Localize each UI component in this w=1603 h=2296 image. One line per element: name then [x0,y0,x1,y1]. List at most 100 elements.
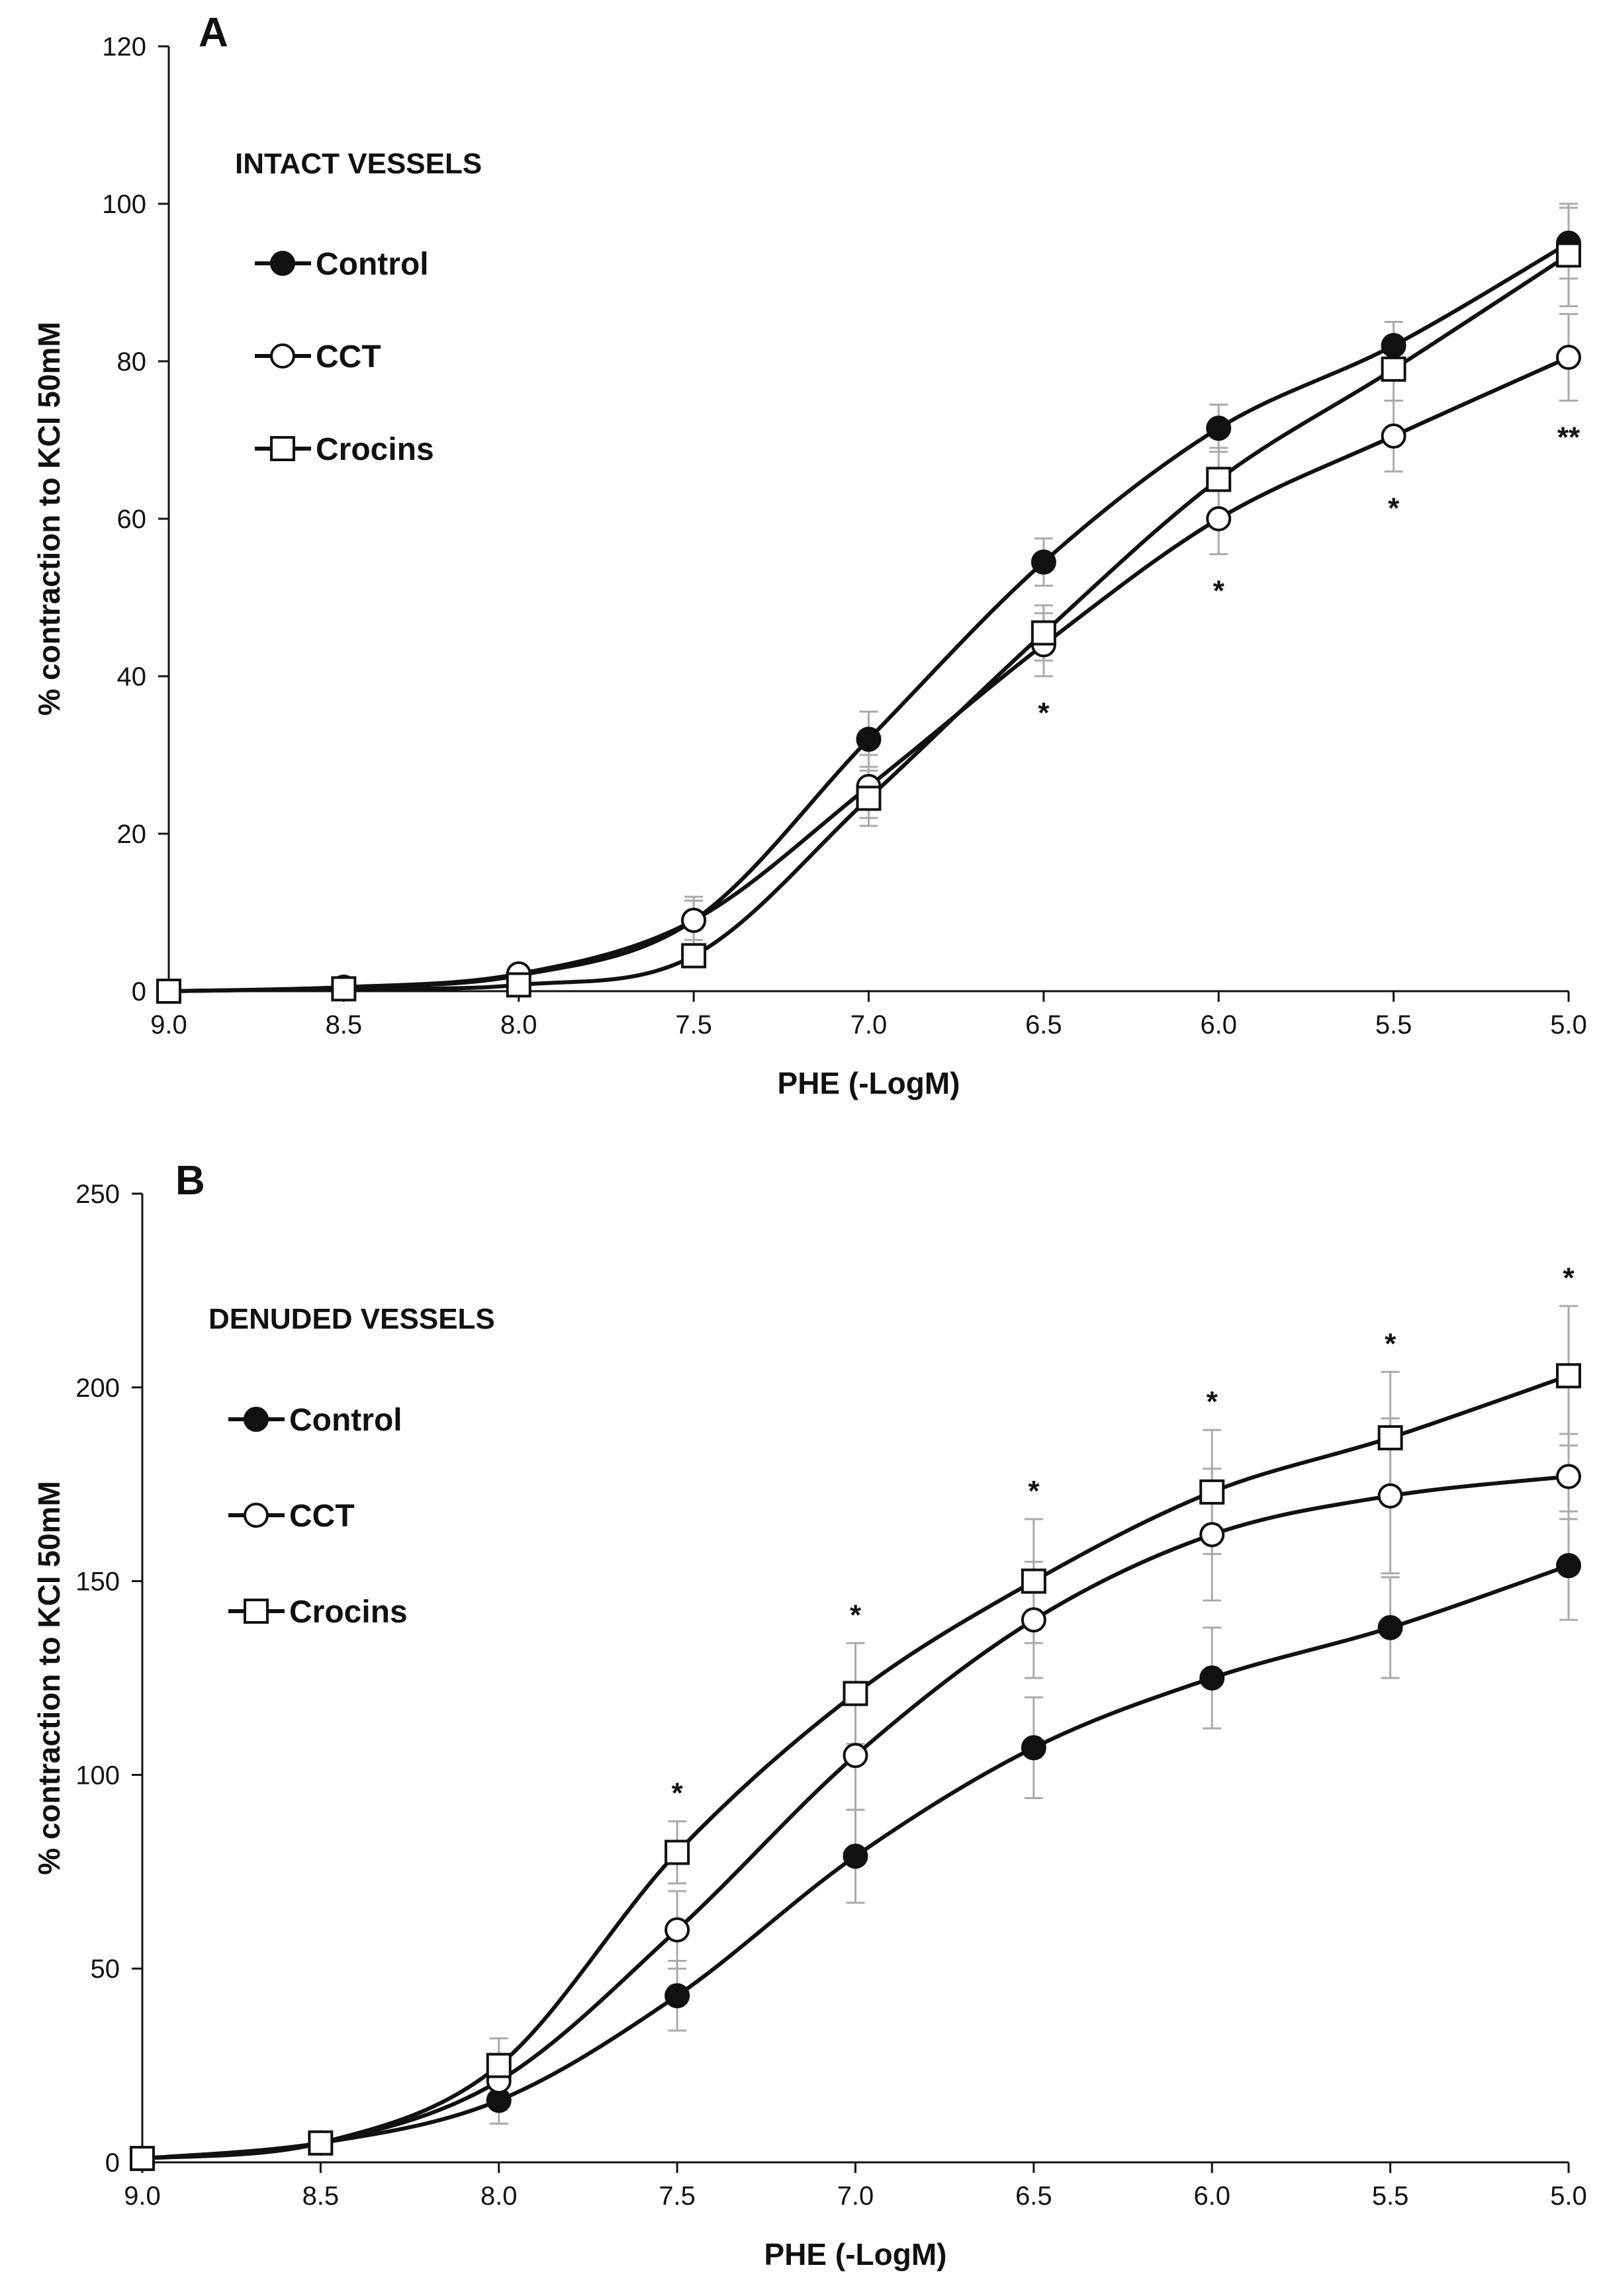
data-point-crocins [1377,1425,1403,1450]
x-tick-label: 8.5 [302,2182,340,2211]
legend-item-crocins: Crocins [255,432,434,467]
x-tick-label: 9.0 [150,1010,187,1039]
significance-marker: * [1207,1386,1218,1418]
data-point-cct [681,907,707,933]
data-point-control [843,1843,868,1869]
series-line-crocins [168,253,1570,993]
significance-marker: * [1563,1262,1575,1294]
panel-label: B [175,1158,205,1204]
x-tick-label: 9.0 [124,2182,161,2211]
legend-item-cct: CCT [255,339,381,375]
data-point-cct [664,1917,690,1943]
significance-marker: ** [1557,421,1580,454]
data-point-control [856,727,882,752]
legend-label: Control [289,1403,402,1438]
x-tick-label: 5.0 [1550,1010,1587,1039]
y-tick-label: 0 [105,2148,120,2178]
significance-marker: * [1385,1327,1397,1360]
data-point-cct [1021,1607,1046,1633]
x-axis-title: PHE (-LogM) [764,2237,947,2272]
x-tick-label: 8.5 [326,1010,363,1039]
data-point-crocins [1556,242,1581,268]
data-point-crocins [486,2053,512,2078]
x-tick-label: 5.5 [1372,2182,1409,2211]
data-point-control [1381,333,1406,359]
data-point-crocins [1381,356,1406,382]
data-point-cct [1381,423,1406,449]
y-tick-label: 100 [75,1761,120,1790]
data-point-crocins [1206,466,1232,492]
legend-marker [244,1599,269,1624]
data-point-crocins [331,976,357,1002]
legend-marker [244,1407,269,1432]
x-tick-label: 6.5 [1015,2182,1052,2211]
panel-label: A [199,10,228,56]
data-point-crocins [1021,1568,1046,1594]
data-point-crocins [856,785,882,811]
y-tick-label: 20 [117,820,147,849]
legend-item-control: Control [255,247,429,282]
y-tick-label: 0 [132,977,146,1006]
significance-marker: * [850,1599,862,1631]
significance-marker: * [672,1777,684,1810]
x-tick-label: 7.0 [850,1010,888,1039]
data-point-crocins [843,1681,868,1706]
significance-marker: * [1028,1475,1040,1507]
significance-marker: * [1213,575,1225,607]
data-point-control [1206,416,1232,441]
data-point-control [1556,1553,1581,1579]
data-point-cct [1556,1464,1581,1489]
data-point-control [1199,1665,1225,1691]
y-axis-title: % contraction to KCl 50mM [32,322,66,716]
y-tick-label: 100 [102,190,146,219]
legend-marker [270,251,295,276]
y-tick-label: 60 [117,505,147,534]
data-point-cct [1377,1483,1403,1509]
data-point-crocins [156,979,181,1004]
x-tick-label: 8.0 [500,1010,537,1039]
x-tick-label: 7.5 [659,2182,696,2211]
legend-label: Control [316,247,429,282]
x-axis-title: PHE (-LogM) [778,1066,960,1100]
data-point-crocins [664,1839,690,1865]
legend-label: Crocins [289,1595,408,1630]
data-point-control [1021,1735,1046,1761]
significance-marker: * [1038,697,1050,729]
y-tick-label: 150 [75,1567,120,1597]
y-tick-label: 120 [102,32,146,62]
legend-marker [244,1503,269,1528]
y-tick-label: 200 [75,1374,120,1403]
legend-title: DENUDED VESSELS [208,1303,495,1335]
data-point-control [1030,549,1056,575]
series-line-crocins [142,1374,1569,2161]
legend-marker [270,436,295,461]
y-tick-label: 50 [91,1955,120,1984]
data-point-cct [1206,506,1232,531]
data-point-crocins [1556,1363,1581,1389]
x-tick-label: 7.5 [675,1010,712,1039]
legend-item-control: Control [228,1403,402,1438]
x-tick-label: 6.5 [1025,1010,1062,1039]
legend-title: INTACT VESSELS [235,148,482,180]
data-point-crocins [681,943,707,969]
data-point-cct [1556,345,1581,371]
panel-a: 0 20 40 60 80 100 120 9.0 8.5 8.0 7.5 7.0 6.5 6.0 5.5 5… [32,10,1587,1100]
x-tick-label: 5.5 [1375,1010,1412,1039]
significance-marker: * [1388,492,1400,525]
x-tick-label: 5.0 [1550,2182,1587,2211]
legend-label: CCT [316,339,381,375]
data-point-crocins [506,972,531,998]
legend-item-crocins: Crocins [228,1595,408,1630]
legend-label: Crocins [316,432,434,467]
data-point-crocins [308,2130,334,2156]
data-point-control [1377,1614,1403,1640]
data-point-crocins [1030,620,1056,646]
legend-item-cct: CCT [228,1499,355,1534]
x-tick-label: 6.0 [1200,1010,1237,1039]
panel-b: 0 50 100 150 200 250 9.0 8.5 8.0 7.5 7.0 6.5 6.0 5.5 5… [32,1158,1587,2272]
data-point-cct [843,1743,868,1769]
x-tick-label: 7.0 [837,2182,874,2211]
x-tick-label: 6.0 [1193,2182,1230,2211]
x-tick-label: 8.0 [481,2182,518,2211]
